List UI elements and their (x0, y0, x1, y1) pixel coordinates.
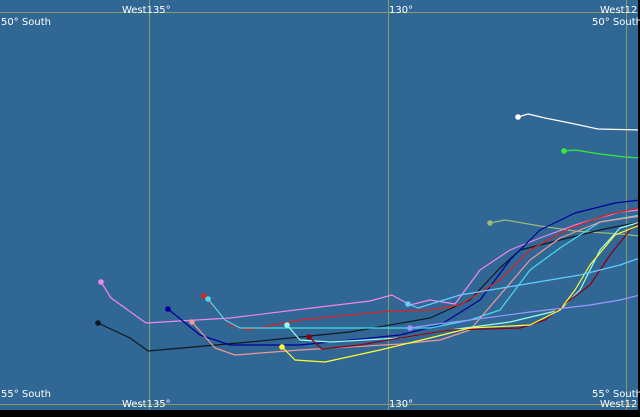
track-start-marker-icon[interactable] (284, 322, 290, 328)
parallel-label-right-55s: 55° South (592, 389, 640, 400)
track-line (97, 221, 640, 352)
track-start-marker-icon[interactable] (306, 334, 312, 340)
track-line (167, 199, 640, 346)
track-line (100, 209, 640, 324)
storm-track[interactable] (189, 215, 640, 356)
track-start-marker-icon[interactable] (205, 296, 211, 302)
storm-track[interactable] (515, 113, 640, 131)
track-line (191, 215, 640, 356)
track-start-marker-icon[interactable] (487, 220, 493, 226)
track-start-marker-icon[interactable] (561, 148, 567, 154)
track-line (517, 113, 640, 131)
track-start-marker-icon[interactable] (407, 325, 413, 331)
track-line (407, 257, 640, 309)
storm-track[interactable] (279, 224, 640, 363)
track-line (207, 214, 640, 329)
track-start-marker-icon[interactable] (95, 320, 101, 326)
track-start-marker-icon[interactable] (405, 301, 411, 307)
track-start-marker-icon[interactable] (165, 306, 171, 312)
storm-track[interactable] (405, 257, 640, 309)
storm-track[interactable] (561, 148, 640, 159)
storm-tracks (95, 113, 640, 363)
track-line (489, 219, 640, 237)
meridian-label-bottom-130w: 130° (389, 399, 414, 410)
parallel-label-left-55s: 55° South (1, 389, 51, 400)
storm-track[interactable] (95, 221, 640, 352)
track-line (409, 294, 640, 329)
storm-track[interactable] (165, 199, 640, 346)
track-start-marker-icon[interactable] (515, 114, 521, 120)
storm-track[interactable] (284, 221, 640, 343)
meridian-label-bottom-135w: West135° (122, 399, 171, 410)
storm-track[interactable] (487, 219, 640, 237)
meridian-label-top-135w: West135° (122, 5, 171, 16)
track-line (563, 149, 640, 159)
track-start-marker-icon[interactable] (98, 279, 104, 285)
parallel-label-left-50s: 50° South (1, 17, 51, 28)
track-line (203, 207, 640, 331)
track-start-marker-icon[interactable] (201, 293, 207, 299)
storm-track[interactable] (201, 207, 640, 331)
track-line (281, 224, 640, 363)
meridian-label-top-130w: 130° (389, 5, 414, 16)
meridian-label-bottom-125w: West12 (600, 399, 638, 410)
storm-track[interactable] (98, 209, 640, 324)
bottom-border (0, 410, 640, 413)
track-line (286, 221, 640, 343)
track-start-marker-icon[interactable] (189, 319, 195, 325)
storm-track[interactable] (205, 214, 640, 329)
meridian-label-top-125w: West12 (600, 5, 638, 16)
track-start-marker-icon[interactable] (279, 344, 285, 350)
right-border (638, 0, 640, 413)
storm-track[interactable] (407, 294, 640, 331)
parallel-label-right-50s: 50° South (592, 17, 640, 28)
